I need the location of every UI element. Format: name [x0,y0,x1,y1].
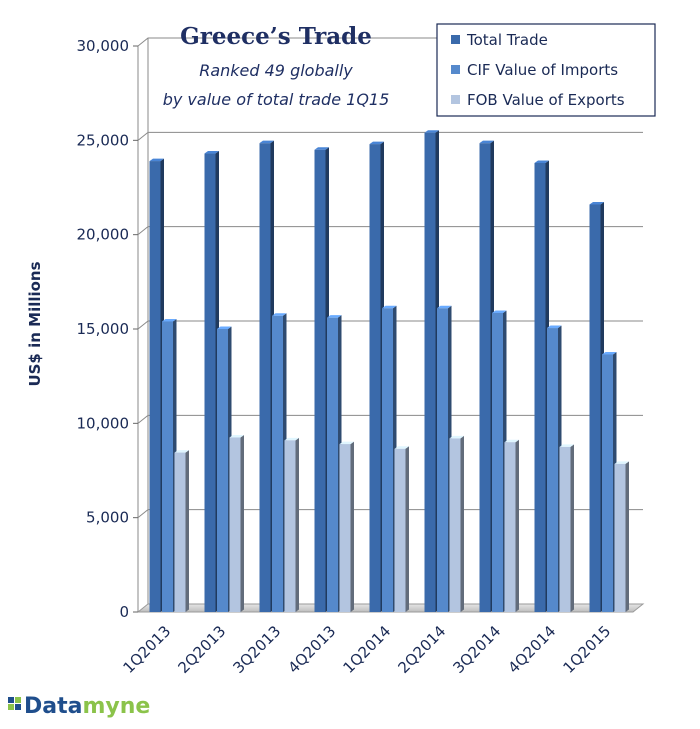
x-tick-label-1: 2Q2013 [175,622,230,677]
bar-3Q2013-s2 [284,437,299,612]
bar-4Q2013-s2 [339,441,354,612]
logo-mark-square-1 [8,697,14,703]
x-tick-label-3: 4Q2013 [285,622,340,677]
bar-1Q2015-s0 [589,201,604,613]
y-tick-label-4: 20,000 [77,226,130,244]
legend-swatch-total-trade [451,35,460,44]
y-tick-label-1: 5,000 [86,509,129,527]
legend-box [436,23,656,117]
bar-2Q2014-s2 [449,435,464,612]
logo-mark-square-4 [15,704,21,710]
bar-3Q2014-s0 [479,140,494,612]
bars [149,130,629,613]
legend-swatch-cif-imports [451,65,460,74]
bar-3Q2014-s2 [504,439,519,612]
y-tick-label-6: 30,000 [77,37,130,55]
logo-text-myne: myne [82,694,150,719]
bar-1Q2014-s0 [369,141,384,612]
bar-4Q2014-s2 [559,444,574,612]
legend-label-cif-imports: CIF Value of Imports [467,61,618,79]
bar-4Q2014-s0 [534,160,549,612]
x-tick-label-2: 3Q2013 [230,622,285,677]
y-axis-label: US$ in Millions [26,261,44,386]
bar-1Q2013-s1 [162,318,177,612]
bar-3Q2013-s1 [272,313,287,612]
y-axis-ticks: 0 5,000 10,000 15,000 20,000 25,000 30,000 [77,37,138,621]
logo-mark-square-2 [15,697,21,703]
bar-1Q2013-s2 [174,450,189,612]
bar-3Q2014-s1 [492,310,507,612]
bar-3Q2013-s0 [259,140,274,612]
x-tick-label-4: 1Q2014 [340,622,395,677]
chart-title: Greece’s Trade [180,23,372,50]
datamyne-logo: Datamyne [8,694,150,719]
bar-4Q2013-s1 [327,315,342,612]
x-tick-label-0: 1Q2013 [120,622,175,677]
bar-2Q2014-s0 [424,130,439,612]
y-tick-label-2: 10,000 [77,414,130,432]
x-tick-label-7: 4Q2014 [505,622,560,677]
bar-4Q2014-s1 [547,325,562,612]
chart-subtitle-line-1: Ranked 49 globally [199,61,353,80]
x-tick-label-8: 1Q2015 [560,622,615,677]
legend: Total Trade CIF Value of Imports FOB Val… [436,23,656,117]
y-tick-label-0: 0 [119,603,129,621]
bar-2Q2014-s1 [437,305,452,612]
bar-1Q2015-s1 [602,351,617,612]
bar-1Q2013-s0 [149,158,164,612]
y-tick-label-3: 15,000 [77,320,130,338]
bar-1Q2015-s2 [614,461,629,612]
logo-wordmark: Datamyne [24,694,150,719]
x-tick-label-6: 3Q2014 [450,622,505,677]
logo-text-data: Data [24,694,82,719]
x-tick-label-5: 2Q2014 [395,622,450,677]
legend-label-total-trade: Total Trade [466,31,548,49]
x-axis-ticks: 1Q2013 2Q2013 3Q2013 4Q2013 1Q2014 2Q2014 3Q20… [120,622,615,677]
bar-1Q2014-s2 [394,446,409,612]
legend-swatch-fob-exports [451,95,460,104]
bar-2Q2013-s0 [204,151,219,613]
bar-2Q2013-s1 [217,326,232,612]
y-tick-label-5: 25,000 [77,131,130,149]
logo-mark-square-3 [8,704,14,710]
bar-1Q2014-s1 [382,305,397,612]
bar-2Q2013-s2 [229,434,244,612]
bar-4Q2013-s0 [314,147,329,612]
chart-subtitle-line-2: by value of total trade 1Q15 [163,90,390,109]
legend-label-fob-exports: FOB Value of Exports [467,91,625,109]
